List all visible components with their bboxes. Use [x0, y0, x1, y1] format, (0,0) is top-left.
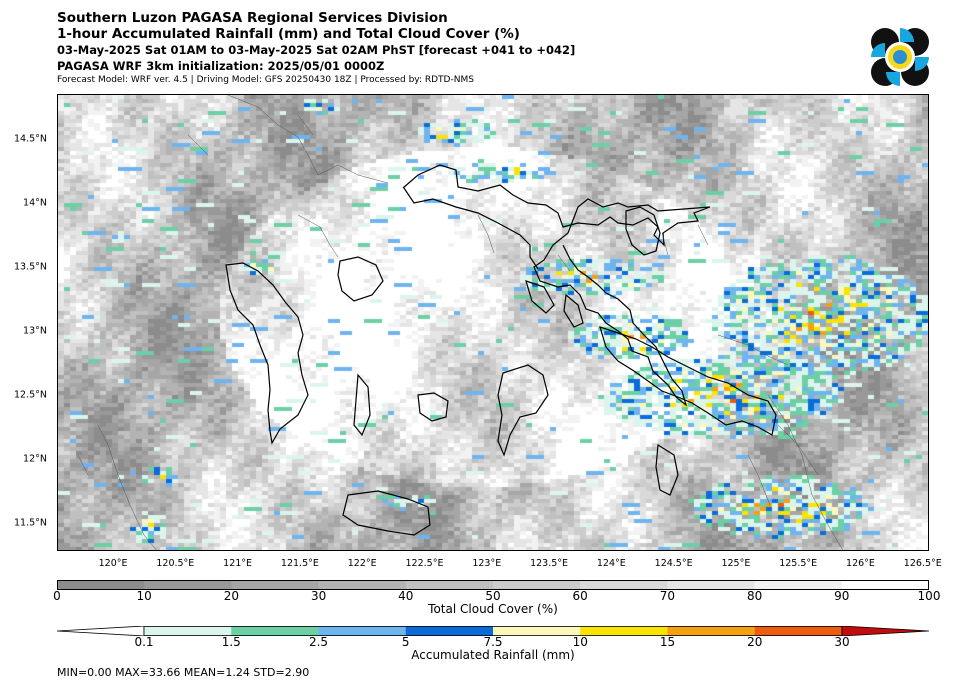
cloud-colorbar-segment [231, 580, 320, 590]
cloud-colorbar-label: 40 [398, 589, 414, 603]
coastline-camarines [403, 187, 539, 270]
cloud-colorbar-segment [580, 580, 668, 590]
coastline-mindoro [225, 262, 309, 445]
rain-colorbar-label: 2.5 [308, 635, 329, 649]
coastline-samar [599, 326, 777, 436]
rain-colorbar-label: 7.5 [483, 635, 503, 649]
coastline-eastern-samar [767, 394, 844, 550]
cloud-colorbar-segment [841, 580, 929, 590]
pagasa-logo-icon [871, 28, 929, 86]
cloud-colorbar-label: 90 [834, 589, 850, 603]
cloud-colorbar-title: Total Cloud Cover (%) [428, 602, 558, 616]
cloud-colorbar-label: 100 [917, 589, 941, 603]
title-line-1: Southern Luzon PAGASA Regional Services … [57, 10, 448, 26]
coastline-catanduanes [625, 206, 661, 256]
rain-colorbar-label: 1.5 [221, 635, 241, 649]
cloud-colorbar-segment [754, 580, 843, 590]
rain-colorbar-max-extend [841, 626, 929, 636]
credits: Forecast Model: WRF ver. 4.5 | Driving M… [57, 75, 474, 85]
initialization: PAGASA WRF 3km initialization: 2025/05/0… [57, 59, 385, 73]
cloud-colorbar-segment [57, 580, 145, 590]
cloud-colorbar-label: 30 [310, 589, 327, 603]
province-boundaries [297, 214, 819, 506]
cloud-colorbar-segment [667, 580, 756, 590]
rain-colorbar-min-extend [57, 626, 145, 636]
coastline-panay [342, 490, 431, 536]
field-statistics: MIN=0.00 MAX=33.66 MEAN=1.24 STD=2.90 [57, 666, 310, 679]
cloud-colorbar-label: 50 [485, 589, 501, 603]
cloud-colorbar-segment [318, 580, 407, 590]
lat-tick-label: 14.5°N [13, 133, 47, 145]
lat-tick-label: 12°N [23, 453, 47, 465]
lon-tick-label: 120°E [98, 558, 128, 569]
coastline-burias [525, 280, 555, 314]
lon-tick-label: 121.5°E [280, 558, 319, 569]
forecast-period: 03-May-2025 Sat 01AM to 03-May-2025 Sat … [57, 43, 576, 57]
lon-tick-label: 124.5°E [654, 558, 693, 569]
coastline-palawan [77, 424, 157, 550]
cloud-colorbar-segment [144, 580, 232, 590]
lat-tick-label: 13.5°N [13, 261, 47, 273]
lat-tick-label: 11.5°N [13, 517, 47, 529]
rain-colorbar-segment [667, 626, 756, 636]
cloud-colorbar-label: 60 [572, 589, 588, 603]
rain-colorbar-frame [143, 626, 843, 636]
cloud-colorbar-label: 0 [53, 589, 61, 603]
lon-tick-label: 123.5°E [530, 558, 569, 569]
rain-colorbar-segment [754, 626, 843, 636]
coastline-marinduque [337, 256, 384, 302]
cloud-cover-colorbar [57, 580, 929, 590]
lon-tick-label: 124°E [596, 558, 626, 569]
cloud-colorbar-label: 10 [136, 589, 152, 603]
rain-colorbar-label: 5 [401, 635, 410, 649]
coastline-tablas [353, 373, 371, 437]
coastline-southern-luzon [402, 164, 711, 407]
lon-tick-label: 121°E [223, 558, 253, 569]
coastline-sibuyan [417, 392, 449, 422]
map-panel[interactable] [57, 94, 929, 551]
lon-tick-label: 120.5°E [156, 558, 195, 569]
cloud-colorbar-label: 80 [746, 589, 763, 603]
rain-colorbar-label: 10 [572, 635, 588, 649]
lon-tick-label: 126°E [846, 558, 875, 569]
lon-tick-label: 126.5°E [903, 558, 942, 569]
coastline-luzon-west [187, 95, 389, 184]
lon-tick-label: 125.5°E [779, 558, 818, 569]
cloud-colorbar-segment [493, 580, 581, 590]
rain-colorbar-segment [405, 626, 494, 636]
cloud-colorbar-frame [57, 580, 929, 590]
rain-colorbar-label: 0.1 [134, 635, 154, 649]
rain-colorbar-segment [493, 626, 581, 636]
cloud-rain-field [58, 95, 928, 550]
rain-colorbar-title: Accumulated Rainfall (mm) [411, 648, 575, 662]
cloud-colorbar-segment [405, 580, 494, 590]
rain-colorbar-segment [144, 626, 232, 636]
lon-tick-label: 123°E [472, 558, 502, 569]
rain-colorbar-label: 20 [747, 635, 763, 649]
lat-tick-label: 14°N [23, 197, 47, 209]
rain-colorbar-segment [580, 626, 668, 636]
lon-tick-label: 122°E [347, 558, 377, 569]
lon-tick-label: 122.5°E [405, 558, 444, 569]
lat-tick-label: 12.5°N [13, 389, 47, 401]
cloud-colorbar-label: 70 [659, 589, 676, 603]
coastline-ticao [563, 293, 584, 328]
coastline-masbate [497, 364, 549, 457]
coastlines [77, 95, 844, 550]
title-line-2: 1-hour Accumulated Rainfall (mm) and Tot… [57, 26, 520, 42]
rain-colorbar-segment [318, 626, 407, 636]
rain-colorbar-label: 15 [659, 635, 676, 649]
cloud-colorbar-label: 20 [223, 589, 240, 603]
rain-colorbar-segment [231, 626, 319, 636]
lon-tick-label: 125°E [721, 558, 751, 569]
coastline-leyte [655, 443, 679, 496]
rainfall-colorbar [57, 626, 929, 636]
rain-colorbar-label: 30 [834, 635, 850, 649]
lat-tick-label: 13°N [23, 325, 47, 337]
